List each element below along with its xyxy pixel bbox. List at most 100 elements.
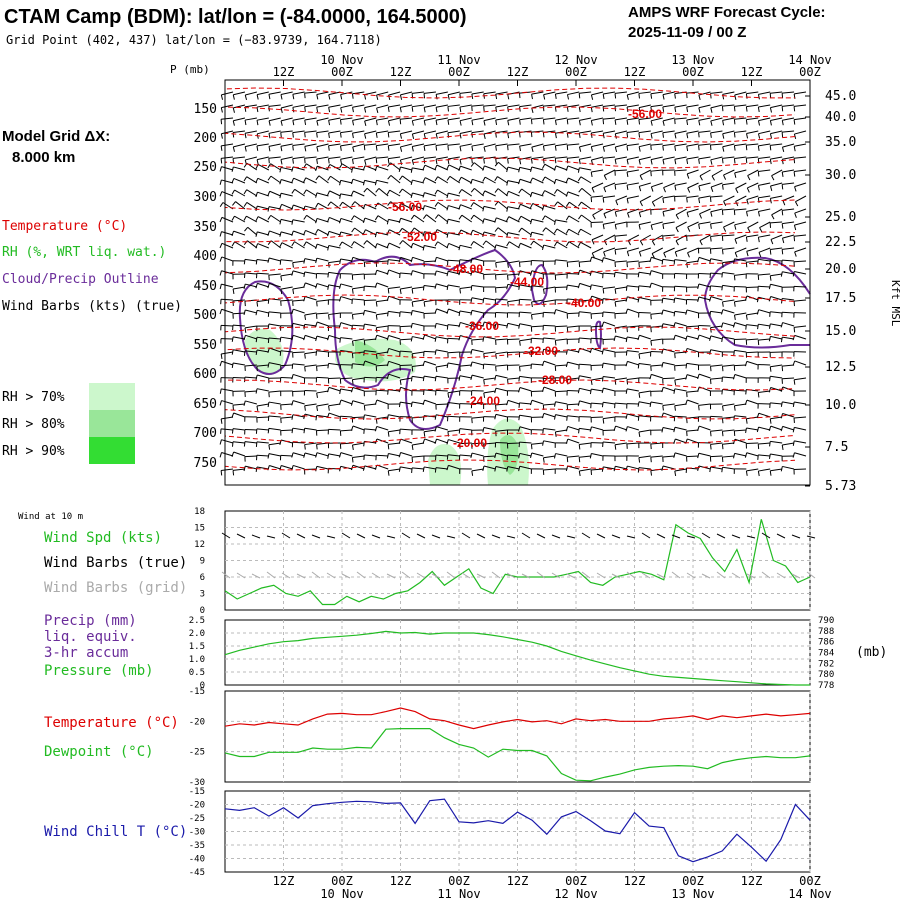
surface-wind-barb-grid — [671, 571, 681, 579]
wind-barb-flag — [506, 167, 509, 173]
wind-barb — [770, 311, 783, 314]
wind-barb — [447, 351, 460, 354]
wind-barb-flag — [291, 204, 294, 210]
wind-barb — [342, 201, 353, 210]
wind-barb — [294, 188, 305, 197]
wind-barb — [627, 247, 640, 252]
wind-barb-flag — [219, 231, 222, 237]
wind-barb-flag — [339, 180, 342, 186]
wind-barb — [221, 242, 234, 249]
wind-barb — [746, 468, 759, 472]
wind-barb-flag — [698, 107, 701, 113]
wind-barb-flag — [542, 145, 545, 151]
wind-barb-flag — [625, 285, 628, 291]
wind-barb-flag — [685, 348, 688, 354]
wind-barb — [782, 259, 795, 262]
wind-speed-line — [224, 519, 811, 606]
wind-barb — [472, 178, 484, 184]
wind-barb — [388, 130, 401, 133]
wind-barb-flag — [759, 227, 763, 233]
wind-barb-flag — [542, 440, 545, 446]
wind-barb — [485, 240, 496, 249]
wind-barb-flag — [280, 146, 283, 152]
wind-barb — [662, 208, 675, 213]
wind-barb-flag — [388, 94, 391, 101]
wind-barb — [352, 104, 365, 108]
wind-barb-flag — [673, 427, 676, 433]
wind-barb-flag — [350, 179, 354, 185]
surface-wind-barb-grid — [641, 572, 651, 579]
wind-barb — [519, 452, 532, 457]
wind-barb — [388, 453, 401, 457]
wind-barb-flag — [663, 187, 666, 193]
wind-barb-flag — [255, 192, 258, 198]
wind-barb-flag — [745, 418, 748, 424]
right-tick-label: 788 — [818, 627, 834, 637]
wind-barb — [340, 130, 353, 134]
wind-barb — [268, 415, 281, 418]
wind-barb — [770, 221, 783, 224]
wind-barb — [579, 468, 592, 472]
wind-barb-flag — [375, 353, 378, 359]
wind-barb — [782, 271, 795, 275]
wind-barb — [722, 130, 735, 135]
wind-barb — [674, 403, 687, 407]
surface-wind-barb-grid — [551, 572, 561, 579]
surface-wind-barb — [311, 534, 321, 539]
wind-barb — [531, 191, 544, 197]
wind-barb-flag — [541, 413, 545, 419]
wind-barb — [531, 363, 544, 366]
wind-barb — [603, 441, 616, 444]
height-tick-label: 22.5 — [825, 235, 856, 250]
pressure-tick-label: 600 — [194, 367, 217, 382]
pressure-tick-label: 700 — [194, 426, 217, 441]
wind-barb — [484, 190, 496, 197]
wind-barb — [531, 399, 544, 405]
wind-barb — [221, 468, 234, 471]
wind-barb — [602, 429, 616, 432]
wind-barb — [782, 130, 795, 133]
wind-barb-flag — [650, 106, 653, 112]
wind-barb — [436, 130, 448, 135]
wind-barb — [316, 104, 329, 108]
wind-barb-flag — [219, 270, 222, 276]
wind-barb-flag — [757, 145, 760, 151]
wind-barb-flag — [745, 119, 748, 125]
wind-barb-flag — [566, 106, 569, 112]
wind-barb-flag — [316, 405, 319, 412]
wind-barb — [340, 377, 353, 380]
wind-barb — [340, 388, 353, 392]
wind-barb-flag — [328, 405, 330, 411]
wind-barb — [567, 403, 580, 406]
wind-barb-flag — [351, 167, 354, 173]
wind-barb — [233, 143, 246, 148]
wind-barb — [722, 284, 735, 288]
wind-barb-flag — [698, 132, 700, 138]
wind-barb-flag — [447, 94, 450, 100]
wind-barb — [328, 428, 341, 431]
wind-barb — [447, 232, 460, 236]
wind-barb — [400, 272, 413, 275]
wind-barb — [364, 360, 377, 366]
wind-barb-flag — [722, 146, 725, 152]
wind-barb-flag — [781, 249, 784, 255]
wind-barb — [722, 336, 735, 340]
wind-barb-flag — [267, 257, 270, 263]
wind-barb — [471, 270, 484, 275]
wind-barb — [495, 338, 508, 341]
wind-barb-flag — [471, 93, 474, 99]
wind-barb-flag — [243, 309, 246, 316]
wind-barb-flag — [292, 288, 295, 294]
wind-barb-flag — [267, 191, 271, 197]
wind-barb — [531, 452, 544, 457]
surface-wind-barb — [521, 532, 531, 539]
wind-barb — [352, 312, 365, 315]
wind-barb — [340, 143, 353, 147]
wind-barb-flag — [686, 146, 689, 152]
wind-barb — [591, 312, 604, 315]
wind-barb-flag — [541, 176, 546, 182]
wind-barb — [400, 130, 413, 135]
wind-barb — [734, 234, 747, 240]
wind-barb-flag — [602, 93, 605, 100]
